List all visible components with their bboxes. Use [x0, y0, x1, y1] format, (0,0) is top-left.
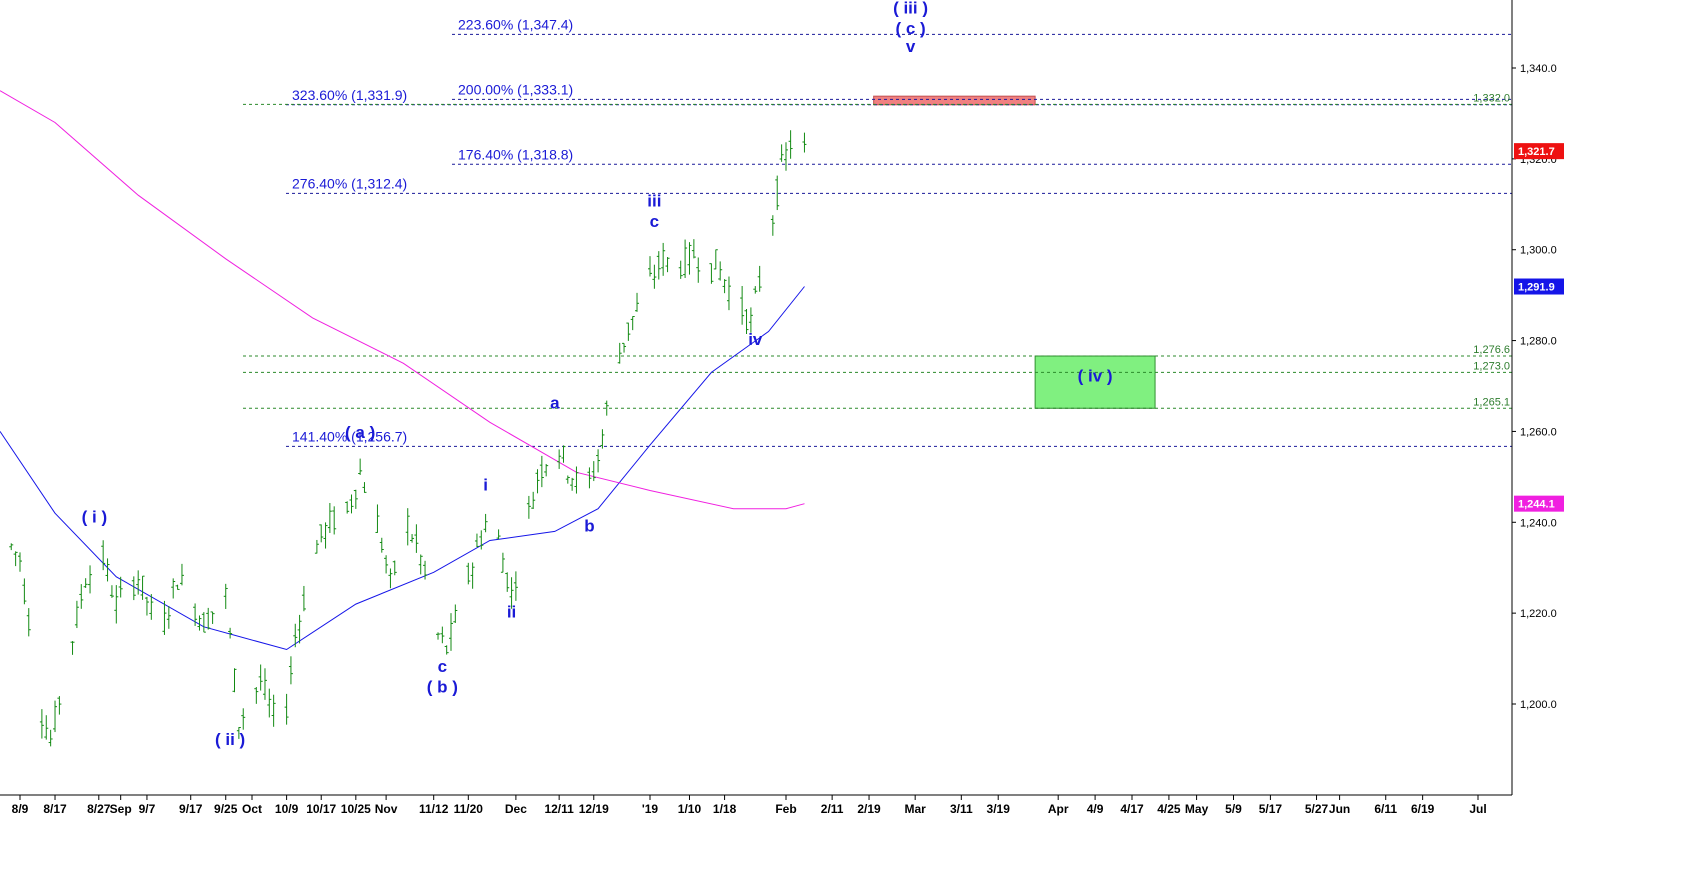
date-tick-label: 8/17: [43, 802, 67, 816]
date-tick-label: Sep: [110, 802, 132, 816]
magenta-ma-badge-text: 1,244.1: [1518, 499, 1555, 511]
wave-label-9: iii: [647, 192, 661, 211]
wave-label-5: i: [483, 475, 488, 494]
date-tick-label: May: [1185, 802, 1209, 816]
blue-ma-badge: [1514, 278, 1564, 295]
date-tick-label: Nov: [375, 802, 398, 816]
date-tick-label: 10/17: [306, 802, 336, 816]
date-tick-label: Jul: [1469, 802, 1486, 816]
fib-label-1: 323.60% (1,331.9): [292, 87, 407, 103]
date-tick-label: Mar: [905, 802, 927, 816]
axes-layer: 1,200.0 1,220.0 1,240.0 1,260.0 1,280.0 1,300…: [0, 0, 1557, 816]
date-tick-label: 9/7: [139, 802, 156, 816]
last-price-badge-text: 1,321.7: [1518, 146, 1555, 158]
date-tick-label: 1/10: [678, 802, 702, 816]
date-tick-label: 2/11: [821, 802, 844, 816]
date-tick-label: Feb: [775, 802, 796, 816]
wave-label-3: c: [438, 657, 447, 676]
date-tick-label: 12/19: [579, 802, 609, 816]
wave-label-6: ii: [507, 603, 516, 622]
date-tick-label: 8/9: [12, 802, 29, 816]
price-tick-label: 1,300.0: [1520, 245, 1557, 257]
fib-label-3: 176.40% (1,318.8): [458, 146, 573, 162]
green-level-label-3: 1,265.1: [1473, 396, 1510, 408]
fib-label-5: 141.40% (1,256.7): [292, 428, 407, 444]
candles-layer: [9, 130, 807, 747]
green-level-label-2: 1,273.0: [1473, 360, 1510, 372]
wave-label-10: c: [650, 212, 659, 231]
wave-label-4: ( b ): [427, 678, 458, 697]
date-tick-label: 6/11: [1374, 802, 1397, 816]
date-tick-label: 4/17: [1120, 802, 1144, 816]
date-tick-label: 6/19: [1411, 802, 1435, 816]
price-tick-label: 1,280.0: [1520, 336, 1557, 348]
date-tick-label: 10/9: [275, 802, 299, 816]
fib-label-4: 276.40% (1,312.4): [292, 175, 407, 191]
fib-label-0: 223.60% (1,347.4): [458, 16, 573, 32]
price-tick-label: 1,260.0: [1520, 426, 1557, 438]
date-tick-label: 9/17: [179, 802, 203, 816]
date-tick-label: 5/17: [1259, 802, 1283, 816]
moving-average-lines: [0, 90, 805, 651]
date-tick-label: 12/11: [544, 802, 574, 816]
price-tick-label: 1,240.0: [1520, 517, 1557, 529]
date-tick-label: Dec: [505, 802, 527, 816]
date-tick-label: 1/18: [713, 802, 737, 816]
wave-label-12: ( iii ): [893, 0, 928, 17]
magenta-moving-average-line: [0, 90, 805, 510]
wave-label-1: ( ii ): [215, 730, 245, 749]
wave-label-13: ( c ): [895, 19, 925, 38]
red-target-box: [873, 95, 1036, 106]
blue-moving-average-line: [0, 286, 805, 651]
date-tick-label: 3/11: [950, 802, 973, 816]
date-tick-label: '19: [642, 802, 659, 816]
blue-ma-badge-text: 1,291.9: [1518, 282, 1555, 294]
date-tick-label: Oct: [242, 802, 262, 816]
green-target-box: [1034, 355, 1156, 409]
price-tick-label: 1,340.0: [1520, 63, 1557, 75]
date-tick-label: 11/12: [419, 802, 449, 816]
date-tick-label: Apr: [1048, 802, 1069, 816]
wave-label-2: ( a ): [345, 423, 375, 442]
date-tick-label: 5/27: [1305, 802, 1329, 816]
last-price-badge: [1514, 143, 1564, 160]
price-tick-label: 1,200.0: [1520, 699, 1557, 711]
date-tick-label: 2/19: [857, 802, 881, 816]
date-tick-label: 5/9: [1225, 802, 1242, 816]
fib-label-2: 200.00% (1,333.1): [458, 81, 573, 97]
green-level-label-0: 1,332.0: [1473, 92, 1510, 104]
wave-label-15: ( iv ): [1078, 366, 1113, 385]
price-tick-label: 1,220.0: [1520, 608, 1557, 620]
date-tick-label: 3/19: [987, 802, 1011, 816]
date-tick-label: 11/20: [454, 802, 484, 816]
date-tick-label: 9/25: [214, 802, 238, 816]
axis-badges-layer: 1,321.7 1,291.9 1,244.1: [1514, 143, 1564, 512]
wave-label-11: iv: [748, 330, 763, 349]
green-level-label-1: 1,276.6: [1473, 344, 1510, 356]
wave-label-14: v: [906, 37, 916, 56]
wave-label-0: ( i ): [82, 507, 108, 526]
fib-level-lines: 223.60% (1,347.4) 323.60% (1,331.9) 200.00…: [243, 16, 1512, 447]
magenta-ma-badge: [1514, 495, 1564, 512]
date-tick-label: 4/9: [1087, 802, 1104, 816]
date-tick-label: 4/25: [1157, 802, 1181, 816]
wave-label-7: a: [550, 394, 560, 413]
wave-label-8: b: [584, 516, 594, 535]
date-tick-label: 8/27: [87, 802, 111, 816]
date-tick-label: Jun: [1329, 802, 1350, 816]
target-boxes-layer: [873, 95, 1156, 409]
date-tick-label: 10/25: [341, 802, 371, 816]
